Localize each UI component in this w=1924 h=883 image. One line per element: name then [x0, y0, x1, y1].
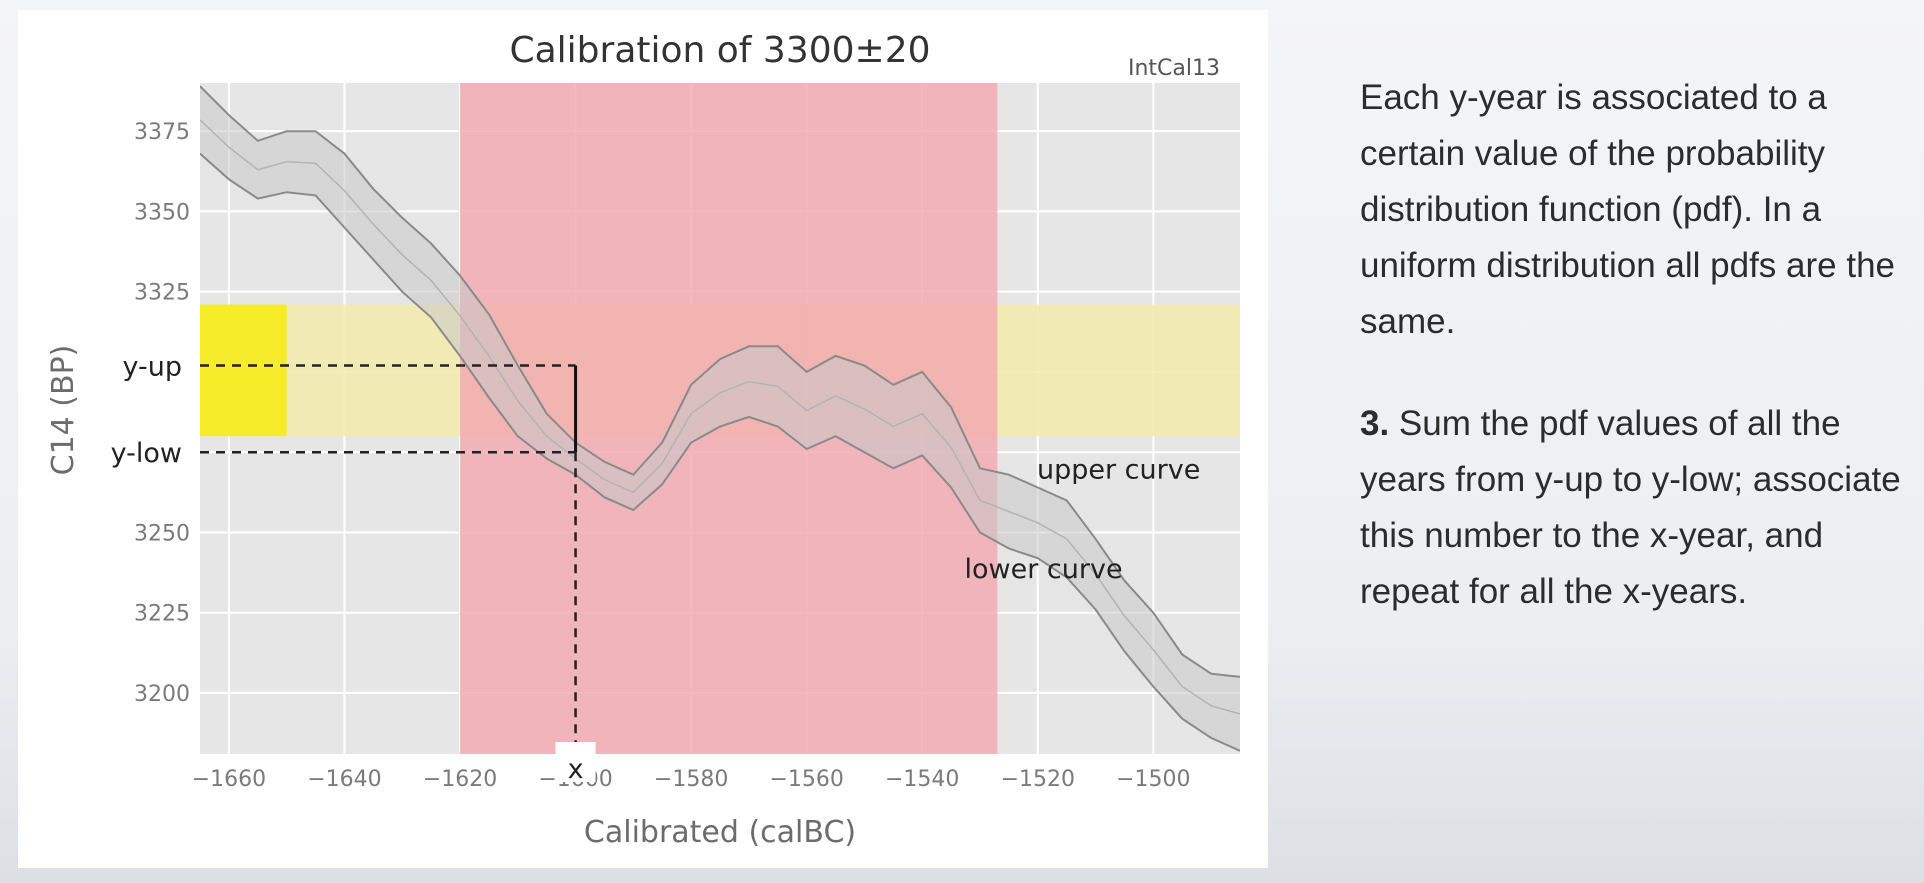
calibration-curve: [200, 85, 1240, 752]
explanation-paragraph: Each y-year is associated to a certain v…: [1360, 78, 1895, 341]
x-tick-label: −1560: [769, 767, 843, 792]
x-tick-label: −1540: [885, 767, 959, 792]
construction-lines: [200, 364, 578, 754]
x-tick-label: −1620: [423, 767, 497, 792]
calibration-band: [200, 86, 1240, 751]
x-tick-label: −1500: [1116, 767, 1190, 792]
x-tick-label: −1640: [307, 767, 381, 792]
x-tick-label: −1660: [192, 767, 266, 792]
annotations: y-up y-low x upper curve lower curve: [111, 352, 1201, 785]
explanation-panel: Each y-year is associated to a certain v…: [1360, 70, 1920, 620]
x-tick-label: −1580: [654, 767, 728, 792]
chart-title: Calibration of 3300±20: [509, 30, 930, 71]
step-paragraph: 3. Sum the pdf values of all the years f…: [1360, 396, 1920, 620]
upper-curve-label: upper curve: [1037, 454, 1200, 485]
chart-panel: 3200 3225 3250 3325 3350 3375 −1660 −1640 −1620…: [18, 10, 1268, 868]
y-tick-label: 3325: [134, 281, 190, 306]
y-up-label: y-up: [123, 352, 183, 383]
y-low-label: y-low: [111, 438, 182, 469]
y-tick-label: 3375: [134, 120, 190, 145]
x-axis-label: Calibrated (calBC): [584, 815, 856, 850]
dataset-label: IntCal13: [1128, 56, 1220, 81]
lower-curve-line: [200, 152, 1240, 752]
upper-curve-line: [200, 85, 1240, 678]
y-tick-label: 3200: [134, 682, 190, 707]
x-year-label: x: [568, 754, 584, 785]
measured-date-block: [200, 304, 287, 437]
y-tick-label: 3250: [134, 521, 190, 546]
x-label-box: [555, 742, 596, 782]
y-tick-label: 3350: [134, 200, 190, 225]
step-text: Sum the pdf values of all the years from…: [1360, 404, 1901, 611]
mean-curve-line: [200, 119, 1240, 715]
calibration-chart: 3200 3225 3250 3325 3350 3375 −1660 −1640 −1620…: [46, 30, 1240, 850]
step-number: 3.: [1360, 404, 1390, 443]
x-ticks: −1660−1640−1620−1600−1580−1560−1540−1520…: [192, 767, 1191, 792]
y-axis-label: C14 (BP): [46, 345, 81, 476]
lower-curve-label: lower curve: [965, 554, 1123, 585]
y-tick-label: 3225: [134, 602, 190, 627]
y-ticks: 3200 3225 3250 3325 3350 3375: [134, 120, 190, 707]
x-tick-label: −1520: [1001, 767, 1075, 792]
